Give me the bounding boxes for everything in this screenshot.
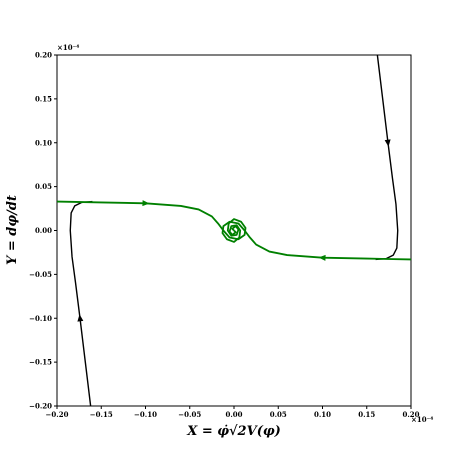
x-tick-label: 0.15 [358, 410, 375, 419]
y-tick-label: −0.10 [29, 314, 52, 323]
x-tick-label: 0.20 [402, 410, 419, 419]
x-tick-label: 0.00 [225, 410, 242, 419]
x-tick-label: −0.15 [90, 410, 113, 419]
y-tick-label: 0.00 [35, 226, 52, 235]
x-axis-label: X = φ̇√2V(φ) [186, 424, 281, 439]
x-tick-label: 0.10 [314, 410, 331, 419]
trajectory [69, 200, 93, 407]
trajectory [221, 220, 412, 261]
y-tick-label: −0.05 [29, 270, 52, 279]
y-tick-label: 0.20 [35, 51, 52, 60]
direction-arrow [384, 139, 391, 147]
y-axis-label: Y = dφ/dt [5, 195, 20, 265]
x-tick-label: 0.05 [270, 410, 287, 419]
y-tick-label: 0.15 [35, 94, 52, 103]
y-tick-label: −0.15 [29, 358, 52, 367]
direction-arrow [318, 254, 326, 261]
y-tick-label: 0.10 [35, 138, 52, 147]
x-tick-label: −0.05 [178, 410, 201, 419]
x-offset-label: ×10⁻⁴ [411, 415, 433, 424]
trajectory [56, 200, 247, 241]
x-tick-label: −0.20 [46, 410, 69, 419]
y-tick-label: −0.20 [29, 402, 52, 411]
trajectory [375, 54, 399, 261]
x-tick-label: −0.10 [134, 410, 157, 419]
y-offset-label: ×10⁻⁴ [57, 43, 79, 52]
direction-arrow [77, 314, 84, 322]
y-tick-label: 0.05 [35, 182, 52, 191]
direction-arrow [142, 200, 150, 207]
